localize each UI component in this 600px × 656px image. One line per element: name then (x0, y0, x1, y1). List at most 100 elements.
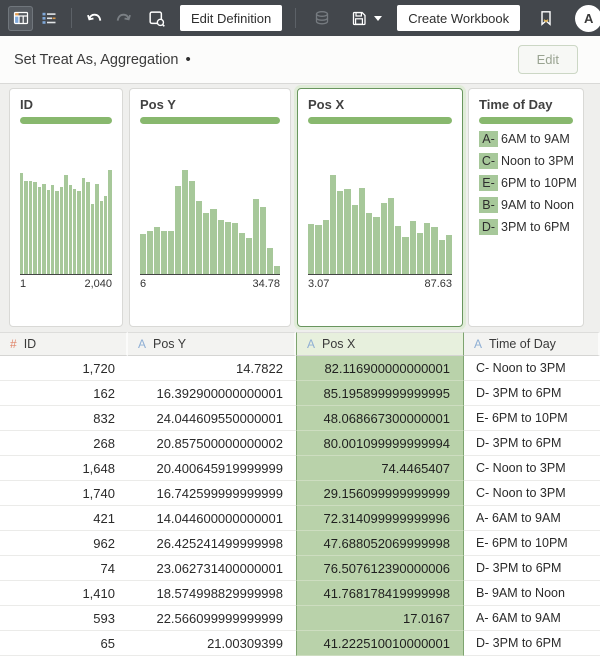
table-cell-pos-x[interactable]: 29.156099999999999 (296, 481, 464, 506)
database-button[interactable] (309, 6, 334, 31)
table-cell-time-of-day[interactable]: D- 3PM to 6PM (464, 556, 600, 581)
table-cell-id[interactable]: 1,648 (0, 456, 128, 481)
histogram-bar (203, 212, 210, 274)
column-header-pos-y[interactable]: A Pos Y (128, 332, 296, 356)
column-header-id[interactable]: # ID (0, 332, 128, 356)
histogram-bar (108, 170, 112, 274)
category-label: 9AM to Noon (501, 197, 574, 212)
histogram-bar (33, 181, 37, 274)
save-button[interactable] (346, 6, 371, 31)
table-cell-pos-y[interactable]: 24.044609550000001 (128, 406, 296, 431)
bookmark-button[interactable] (533, 6, 558, 31)
table-cell-pos-y[interactable]: 14.7822 (128, 356, 296, 381)
table-cell-pos-y[interactable]: 26.425241499999998 (128, 531, 296, 556)
table-cell-pos-y[interactable]: 21.00309399 (128, 631, 296, 656)
histogram-bar (55, 191, 59, 274)
table-cell-id[interactable]: 832 (0, 406, 128, 431)
histogram-bar (438, 240, 445, 274)
table-cell-time-of-day[interactable]: A- 6AM to 9AM (464, 506, 600, 531)
table-cell-time-of-day[interactable]: B- 9AM to Noon (464, 581, 600, 606)
avatar[interactable]: A (575, 4, 600, 32)
table-cell-id[interactable]: 1,740 (0, 481, 128, 506)
edit-button[interactable]: Edit (517, 45, 578, 74)
histogram-bar (308, 224, 315, 274)
histogram-bar (373, 216, 380, 274)
axis-min-label: 6 (140, 278, 147, 290)
axis-min-label: 3.07 (308, 278, 330, 290)
histogram-bar (380, 202, 387, 274)
category-item: A- 6AM to 9AM (479, 130, 579, 147)
histogram-bar (182, 170, 189, 274)
profile-card-id[interactable]: ID 1 2,040 (9, 88, 123, 327)
table-cell-pos-y[interactable]: 18.574998829999998 (128, 581, 296, 606)
edit-definition-button[interactable]: Edit Definition (180, 5, 283, 31)
table-cell-time-of-day[interactable]: A- 6AM to 9AM (464, 606, 600, 631)
table-cell-pos-x[interactable]: 48.068667300000001 (296, 406, 464, 431)
table-cell-id[interactable]: 962 (0, 531, 128, 556)
save-menu-caret[interactable] (371, 6, 385, 31)
table-cell-id[interactable]: 421 (0, 506, 128, 531)
profile-card-pos-x[interactable]: Pos X 3.07 87.63 (297, 88, 463, 327)
histogram-bar (175, 186, 182, 274)
category-chip: C- (479, 152, 498, 169)
card-title: Pos Y (140, 97, 176, 112)
histogram-bar (329, 175, 336, 274)
profile-card-time-of-day[interactable]: Time of Day A- 6AM to 9AM C- Noon to 3PM E- 6P… (468, 88, 584, 327)
table-cell-time-of-day[interactable]: E- 6PM to 10PM (464, 406, 600, 431)
table-cell-id[interactable]: 1,720 (0, 356, 128, 381)
axis-min-label: 1 (20, 278, 27, 290)
undo-button[interactable] (82, 6, 107, 31)
table-cell-id[interactable]: 74 (0, 556, 128, 581)
table-cell-time-of-day[interactable]: C- Noon to 3PM (464, 456, 600, 481)
table-cell-pos-x[interactable]: 41.222510010000001 (296, 631, 464, 656)
table-cell-time-of-day[interactable]: C- Noon to 3PM (464, 356, 600, 381)
table-cell-id[interactable]: 593 (0, 606, 128, 631)
table-cell-id[interactable]: 65 (0, 631, 128, 656)
table-cell-pos-y[interactable]: 20.400645919999999 (128, 456, 296, 481)
histogram (140, 168, 280, 275)
quality-bar (20, 117, 112, 124)
table-cell-pos-y[interactable]: 23.062731400000001 (128, 556, 296, 581)
category-chip: A- (479, 130, 498, 147)
card-title: Time of Day (479, 97, 553, 112)
metadata-view-button[interactable] (36, 6, 61, 31)
text-type-icon: A (138, 337, 147, 351)
redo-icon (114, 9, 133, 28)
table-cell-pos-x[interactable]: 72.314099999999996 (296, 506, 464, 531)
table-cell-pos-y[interactable]: 22.566099999999999 (128, 606, 296, 631)
redo-button[interactable] (111, 6, 136, 31)
table-cell-pos-y[interactable]: 16.392900000000001 (128, 381, 296, 406)
column-header-label: Pos X (322, 337, 356, 351)
column-header-time-of-day[interactable]: A Time of Day (464, 332, 600, 356)
table-cell-id[interactable]: 268 (0, 431, 128, 456)
table-cell-pos-x[interactable]: 76.507612390000006 (296, 556, 464, 581)
table-cell-pos-x[interactable]: 80.001099999999994 (296, 431, 464, 456)
histogram-bar (24, 180, 28, 274)
data-view-button[interactable] (8, 5, 33, 31)
column-header-pos-x[interactable]: A Pos X (296, 332, 464, 356)
table-cell-pos-y[interactable]: 16.742599999999999 (128, 481, 296, 506)
histogram-bar (224, 222, 231, 274)
inspect-button[interactable] (144, 6, 169, 31)
table-cell-pos-x[interactable]: 85.195899999999995 (296, 381, 464, 406)
table-cell-pos-x[interactable]: 17.0167 (296, 606, 464, 631)
table-cell-id[interactable]: 162 (0, 381, 128, 406)
histogram-bar (431, 227, 438, 274)
table-cell-pos-x[interactable]: 41.768178419999998 (296, 581, 464, 606)
histogram-bar (154, 227, 161, 274)
table-cell-time-of-day[interactable]: E- 6PM to 10PM (464, 531, 600, 556)
table-cell-time-of-day[interactable]: C- Noon to 3PM (464, 481, 600, 506)
database-icon (313, 9, 331, 27)
table-cell-time-of-day[interactable]: D- 3PM to 6PM (464, 431, 600, 456)
axis-max-label: 87.63 (424, 278, 452, 290)
table-cell-pos-x[interactable]: 74.4465407 (296, 456, 464, 481)
profile-card-pos-y[interactable]: Pos Y 6 34.78 (129, 88, 291, 327)
table-cell-pos-x[interactable]: 82.116900000000001 (296, 356, 464, 381)
table-cell-id[interactable]: 1,410 (0, 581, 128, 606)
create-workbook-button[interactable]: Create Workbook (397, 5, 521, 31)
table-cell-time-of-day[interactable]: D- 3PM to 6PM (464, 631, 600, 656)
table-cell-time-of-day[interactable]: D- 3PM to 6PM (464, 381, 600, 406)
table-cell-pos-x[interactable]: 47.688052069999998 (296, 531, 464, 556)
table-cell-pos-y[interactable]: 20.857500000000002 (128, 431, 296, 456)
table-cell-pos-y[interactable]: 14.044600000000001 (128, 506, 296, 531)
